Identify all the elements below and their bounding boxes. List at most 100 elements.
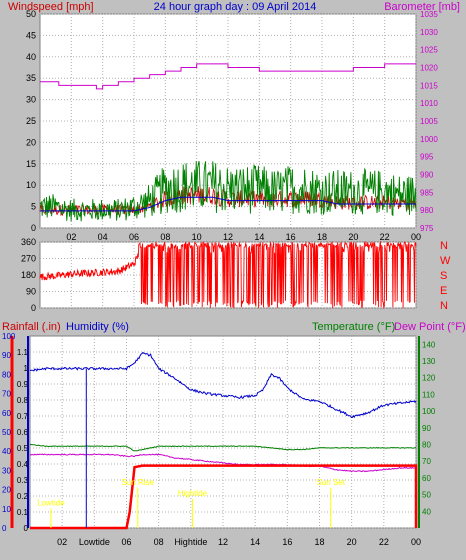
barometer-tick-label: 975 [420, 224, 434, 233]
barometer-tick-label: 1030 [420, 28, 438, 37]
climate-x-tick-label: Hightide [174, 537, 207, 547]
direction-tick-label: 90 [26, 287, 36, 297]
temperature-tick-label: 130 [422, 357, 436, 366]
humidity-line [29, 351, 417, 419]
wind-gust-line [39, 160, 417, 222]
temperature-axis-label: Temperature (°F) [312, 321, 395, 333]
humidity-tick-label: 40 [2, 447, 11, 456]
climate-annotations: Lowtide Sun Rise Hightide Sun Set [37, 478, 346, 528]
windspeed-tick-label: 40 [26, 52, 36, 62]
windspeed-tick-label: 30 [26, 95, 36, 105]
dewpoint-axis-label: Dew Point (°F) [394, 321, 466, 333]
rainfall-tick-label: 1.1 [17, 348, 29, 357]
barometer-tick-label: 1025 [420, 46, 438, 55]
humidity-tick-label: 100 [2, 332, 16, 341]
windspeed-tick-label: 0 [31, 223, 36, 233]
windspeed-tick-labels: 0 5 10 15 20 25 30 35 40 45 50 [26, 9, 36, 233]
climate-x-tick-label: 22 [379, 537, 389, 547]
barometer-tick-label: 1010 [420, 99, 438, 108]
humidity-tick-label: 20 [2, 486, 11, 495]
rainfall-tick-label: 0.9 [17, 380, 29, 389]
compass-label: N [440, 300, 448, 312]
humidity-tick-label: 50 [2, 428, 11, 437]
climate-x-tick-label: 08 [154, 537, 164, 547]
wind-x-tick-label: 08 [160, 232, 170, 242]
temperature-tick-label: 120 [422, 374, 436, 383]
temperature-tick-labels: 40 50 60 70 80 90 100 110 120 130 140 [418, 336, 436, 528]
direction-series [39, 240, 417, 310]
wind-x-tick-label: 04 [98, 232, 108, 242]
compass-label: E [440, 285, 447, 297]
wind-x-tick-label: 06 [129, 232, 139, 242]
humidity-tick-label: 90 [2, 351, 11, 360]
wind-x-tick-labels: 02 04 06 08 10 12 14 16 18 20 22 00 [66, 232, 421, 242]
compass-label: N [440, 240, 448, 252]
climate-x-tick-label: 02 [57, 537, 67, 547]
direction-tick-label: 0 [31, 303, 36, 313]
rainfall-tick-label: 0.2 [17, 492, 29, 501]
rainfall-tick-label: 0 [24, 524, 29, 533]
climate-series [29, 351, 418, 530]
annotation-label: Hightide [178, 489, 208, 498]
climate-x-tick-label: 00 [411, 537, 421, 547]
wind-x-tick-label: 10 [192, 232, 202, 242]
temperature-tick-label: 110 [422, 390, 435, 399]
barometer-tick-label: 1015 [420, 81, 438, 90]
humidity-axis-label: Humidity (%) [66, 321, 129, 333]
compass-label: W [440, 255, 451, 267]
windspeed-axis-label: Windspeed [mph] [8, 1, 94, 13]
wind-x-tick-label: 00 [411, 232, 421, 242]
windspeed-tick-label: 35 [26, 73, 36, 83]
annotation-label: Sun Set [317, 478, 346, 487]
climate-x-tick-label: 20 [347, 537, 357, 547]
climate-x-tick-label: Lowtide [79, 537, 110, 547]
barometer-tick-labels: 975 980 985 990 995 1000 1005 1010 1015 1020 1025 1… [420, 10, 438, 233]
chart-title: 24 hour graph day : 09 April 2014 [154, 1, 317, 13]
barometer-tick-label: 980 [420, 206, 434, 215]
barometer-tick-label: 985 [420, 188, 434, 197]
windspeed-tick-label: 20 [26, 137, 36, 147]
rainfall-tick-label: 0.7 [17, 412, 29, 421]
windspeed-tick-label: 50 [26, 9, 36, 19]
wind-x-tick-label: 18 [317, 232, 327, 242]
rainfall-tick-label: 1 [24, 364, 29, 373]
rainfall-tick-label: 0.8 [17, 396, 29, 405]
rainfall-tick-labels: 0 0.1 0.2 0.3 0.4 0.5 0.6 0.7 0.8 0.9 1 1.1 [10, 336, 29, 533]
humidity-tick-label: 30 [2, 466, 11, 475]
climate-x-tick-label: 06 [121, 537, 131, 547]
climate-x-tick-label: 18 [314, 537, 324, 547]
humidity-tick-label: 70 [2, 390, 11, 399]
rainfall-tick-label: 0.1 [17, 508, 29, 517]
temperature-tick-label: 80 [422, 441, 431, 450]
temperature-tick-label: 50 [422, 491, 431, 500]
temperature-tick-label: 100 [422, 407, 436, 416]
dewpoint-line [29, 453, 416, 473]
humidity-tick-label: 60 [2, 409, 11, 418]
direction-tick-label: 360 [21, 237, 36, 247]
direction-tick-label: 180 [21, 270, 36, 280]
climate-grid [30, 336, 417, 529]
rainfall-axis-label: Rainfall (.in) [2, 321, 61, 333]
barometer-axis-label: Barometer [mb] [384, 1, 460, 13]
climate-x-tick-labels: 02 Lowtide 06 08 Hightide 12 14 16 18 20 22 00 [57, 537, 421, 547]
wind-series [39, 63, 417, 222]
wind-x-tick-label: 14 [254, 232, 264, 242]
rainfall-tick-label: 0.3 [17, 476, 29, 485]
temperature-line [29, 443, 417, 452]
barometer-tick-label: 1020 [420, 64, 438, 73]
barometer-tick-label: 995 [420, 153, 434, 162]
temperature-tick-label: 40 [422, 507, 431, 516]
humidity-tick-label: 0 [2, 524, 7, 533]
rainfall-tick-label: 0.6 [17, 428, 29, 437]
barometer-tick-label: 1000 [420, 135, 438, 144]
rainfall-line [30, 464, 418, 530]
annotation-label: Sun Rise [122, 478, 155, 487]
windspeed-tick-label: 45 [26, 30, 36, 40]
windspeed-tick-label: 25 [26, 116, 36, 126]
wind-direction-line [39, 240, 417, 310]
wind-x-tick-label: 02 [66, 232, 76, 242]
